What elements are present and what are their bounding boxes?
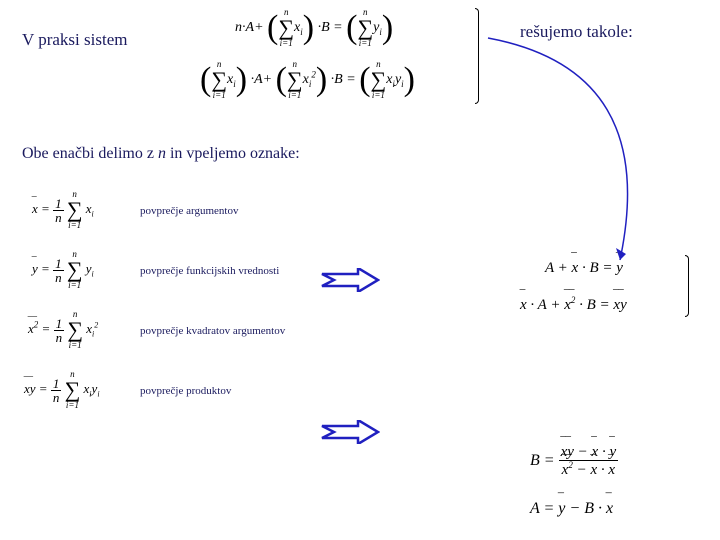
solution-B: B = ‾‾xy − ‾x · ‾y ‾‾x2 − ‾x · ‾x bbox=[530, 445, 618, 478]
def-xbar-label: povprečje argumentov bbox=[140, 205, 238, 217]
solution-A: A = ‾y − B · ‾x bbox=[530, 500, 613, 518]
result-eq2: ‾x · A + ‾‾x2 · B = ‾‾xy bbox=[520, 295, 627, 314]
curve-arrow bbox=[480, 30, 700, 280]
divide-text: Obe enačbi delimo z n in vpeljemo oznake… bbox=[22, 145, 300, 163]
block-arrow-2 bbox=[320, 420, 380, 444]
def-ybar-label: povprečje funkcijskih vrednosti bbox=[140, 265, 279, 277]
system-bracket bbox=[475, 8, 479, 104]
system-eq2: (n∑i=1xi) ·A+ (n∑i=1xi2) ·B = (n∑i=1xiyi… bbox=[200, 60, 415, 100]
def-xybar: ‾‾xy = 1n n∑i=1 xiyi bbox=[24, 370, 100, 410]
def-ybar: ‾y = 1n n∑i=1 yi bbox=[32, 250, 94, 290]
def-x2bar-label: povprečje kvadratov argumentov bbox=[140, 325, 285, 337]
def-xbar: ‾x = 1n n∑i=1 xi bbox=[32, 190, 94, 230]
header-left: V praksi sistem bbox=[22, 30, 127, 50]
def-xybar-label: povprečje produktov bbox=[140, 385, 231, 397]
system-eq1: n·A+ (n∑i=1xi) ·B = (n∑i=1yi) bbox=[235, 8, 393, 48]
def-x2bar: ‾‾x2 = 1n n∑i=1 xi2 bbox=[28, 310, 98, 350]
block-arrow-1 bbox=[320, 268, 380, 292]
